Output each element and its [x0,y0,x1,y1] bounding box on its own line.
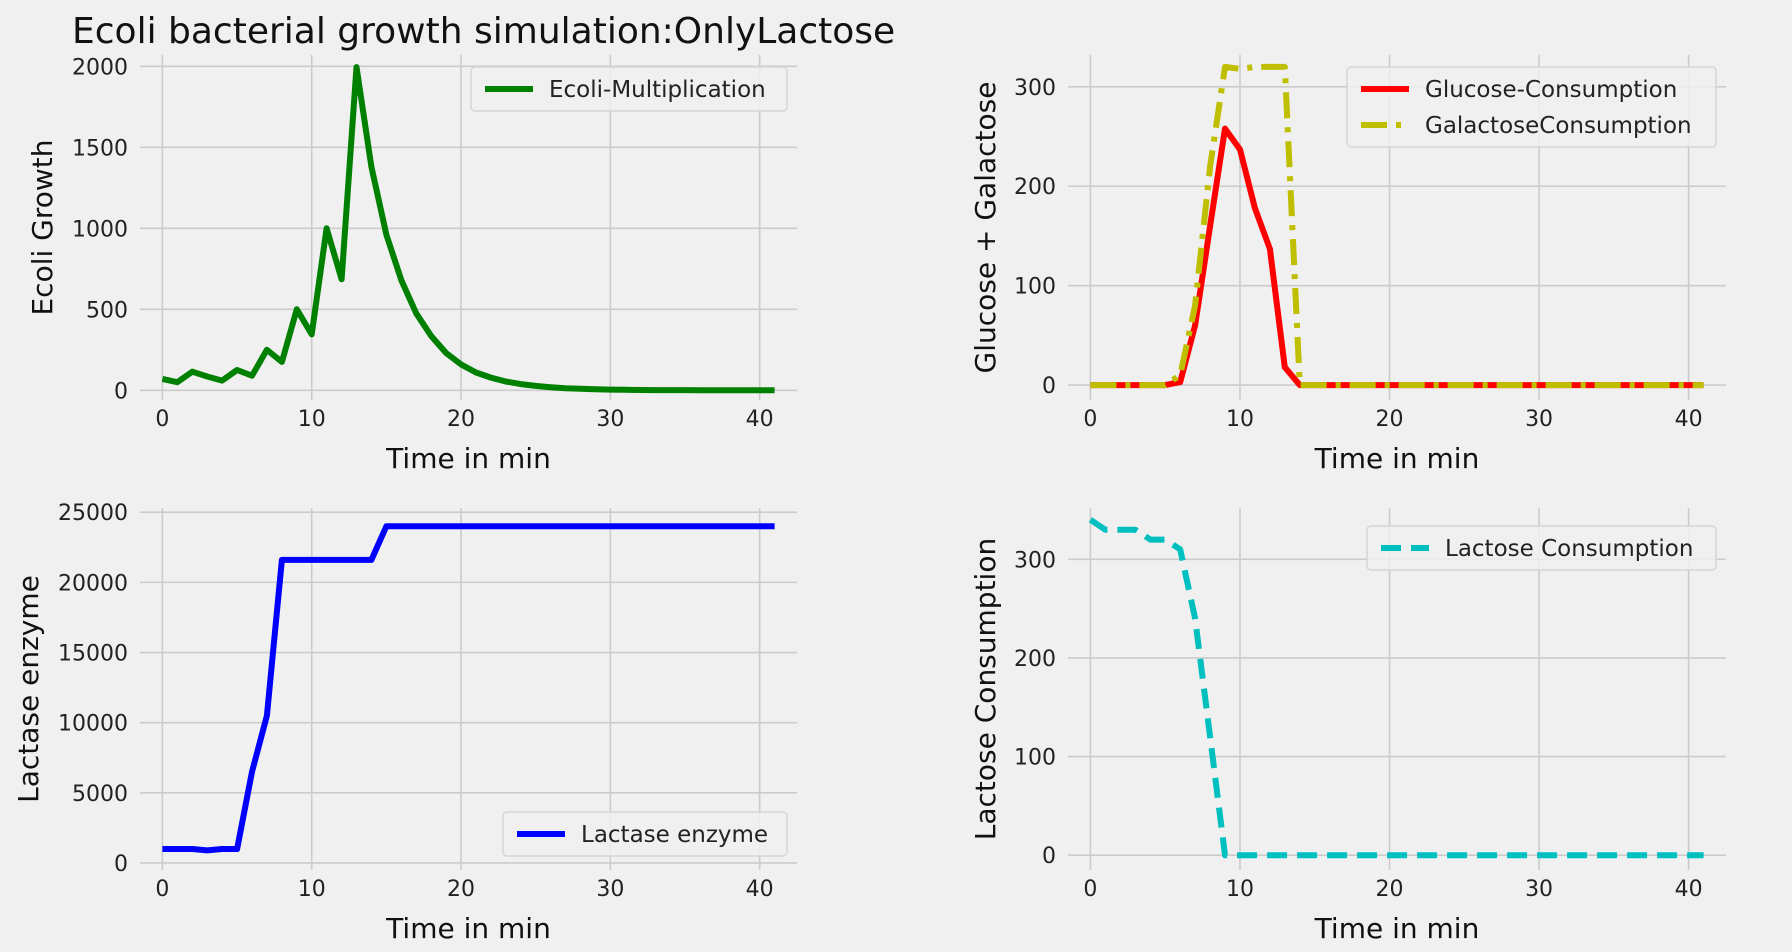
legend: Lactose Consumption [1366,525,1717,571]
chart-title: Ecoli bacterial growth simulation:OnlyLa… [72,11,895,52]
x-tick-label: 20 [447,877,475,902]
legend: Ecoli-Multiplication [470,66,788,112]
y-tick-label: 0 [1042,374,1056,399]
series-line-1 [161,64,775,394]
y-axis-label: Ecoli Growth [26,139,59,315]
x-tick-label: 40 [746,407,774,432]
legend-label: Ecoli-Multiplication [549,77,766,103]
x-tick-label: 30 [1525,407,1553,432]
x-tick-label: 10 [298,877,326,902]
chart-panel-2: 0 10 20 30 40 0 100 200 300 Time in min Glucose + … [969,55,1726,475]
x-tick-label: 10 [1226,407,1254,432]
y-tick-label: 100 [1014,275,1056,300]
legend-label: Lactase enzyme [581,822,768,848]
legend-box [502,811,788,857]
y-tick-label: 100 [1014,746,1056,771]
y-tick-label: 0 [1042,844,1056,869]
chart-panel-4: 0 10 20 30 40 0 100 200 300 Time in min Lactose Co… [969,508,1726,945]
x-tick-label: 0 [155,407,169,432]
y-tick-label: 500 [86,298,128,323]
legend-box [1366,525,1717,571]
series-line-1 [1088,517,1704,859]
y-tick-label: 300 [1014,76,1056,101]
y-tick-label: 25000 [58,501,128,526]
y-tick-label: 15000 [58,642,128,667]
y-axis-label: Lactase enzyme [12,575,45,803]
y-tick-label: 20000 [58,571,128,596]
y-tick-label: 200 [1014,647,1056,672]
y-tick-label: 10000 [58,712,128,737]
x-tick-label: 20 [1376,877,1404,902]
chart-panel-3: 0 10 20 30 40 0 5000 10000 15000 20000 25000 Time i… [12,501,797,945]
y-axis-label: Lactose Consumption [969,538,1002,840]
x-tick-label: 0 [155,877,169,902]
legend: Glucose-Consumption GalactoseConsumption [1346,66,1717,148]
y-tick-label: 2000 [72,55,128,80]
x-tick-label: 20 [447,407,475,432]
x-axis-label: Time in min [1314,442,1480,475]
x-tick-label: 40 [1675,877,1703,902]
x-tick-label: 40 [746,877,774,902]
y-tick-label: 0 [114,379,128,404]
x-tick-label: 10 [298,407,326,432]
x-axis-label: Time in min [385,442,551,475]
y-tick-label: 0 [114,852,128,877]
legend-label: GalactoseConsumption [1425,113,1692,139]
series-line-1 [162,523,775,854]
x-tick-label: 0 [1083,407,1097,432]
legend-box [1346,66,1717,148]
legend: Lactase enzyme [502,811,788,857]
legend-label: Lactose Consumption [1445,536,1693,562]
y-tick-label: 200 [1014,175,1056,200]
x-axis-label: Time in min [1314,912,1480,945]
legend-label: Glucose-Consumption [1425,77,1677,103]
y-tick-label: 1500 [72,136,128,161]
x-tick-label: 30 [596,877,624,902]
x-tick-label: 30 [1525,877,1553,902]
y-tick-label: 5000 [72,782,128,807]
x-tick-label: 0 [1083,877,1097,902]
x-tick-label: 10 [1226,877,1254,902]
series-line-2 [1090,63,1704,389]
y-axis-label: Glucose + Galactose [969,82,1002,374]
x-tick-label: 30 [596,407,624,432]
chart-panel-1: 0 10 20 30 40 0 500 1000 1500 2000 Time in min Ecol… [26,11,895,475]
y-tick-label: 300 [1014,548,1056,573]
x-axis-label: Time in min [385,912,551,945]
x-tick-label: 40 [1675,407,1703,432]
x-tick-label: 20 [1376,407,1404,432]
legend-box [470,66,788,112]
y-tick-label: 1000 [72,217,128,242]
